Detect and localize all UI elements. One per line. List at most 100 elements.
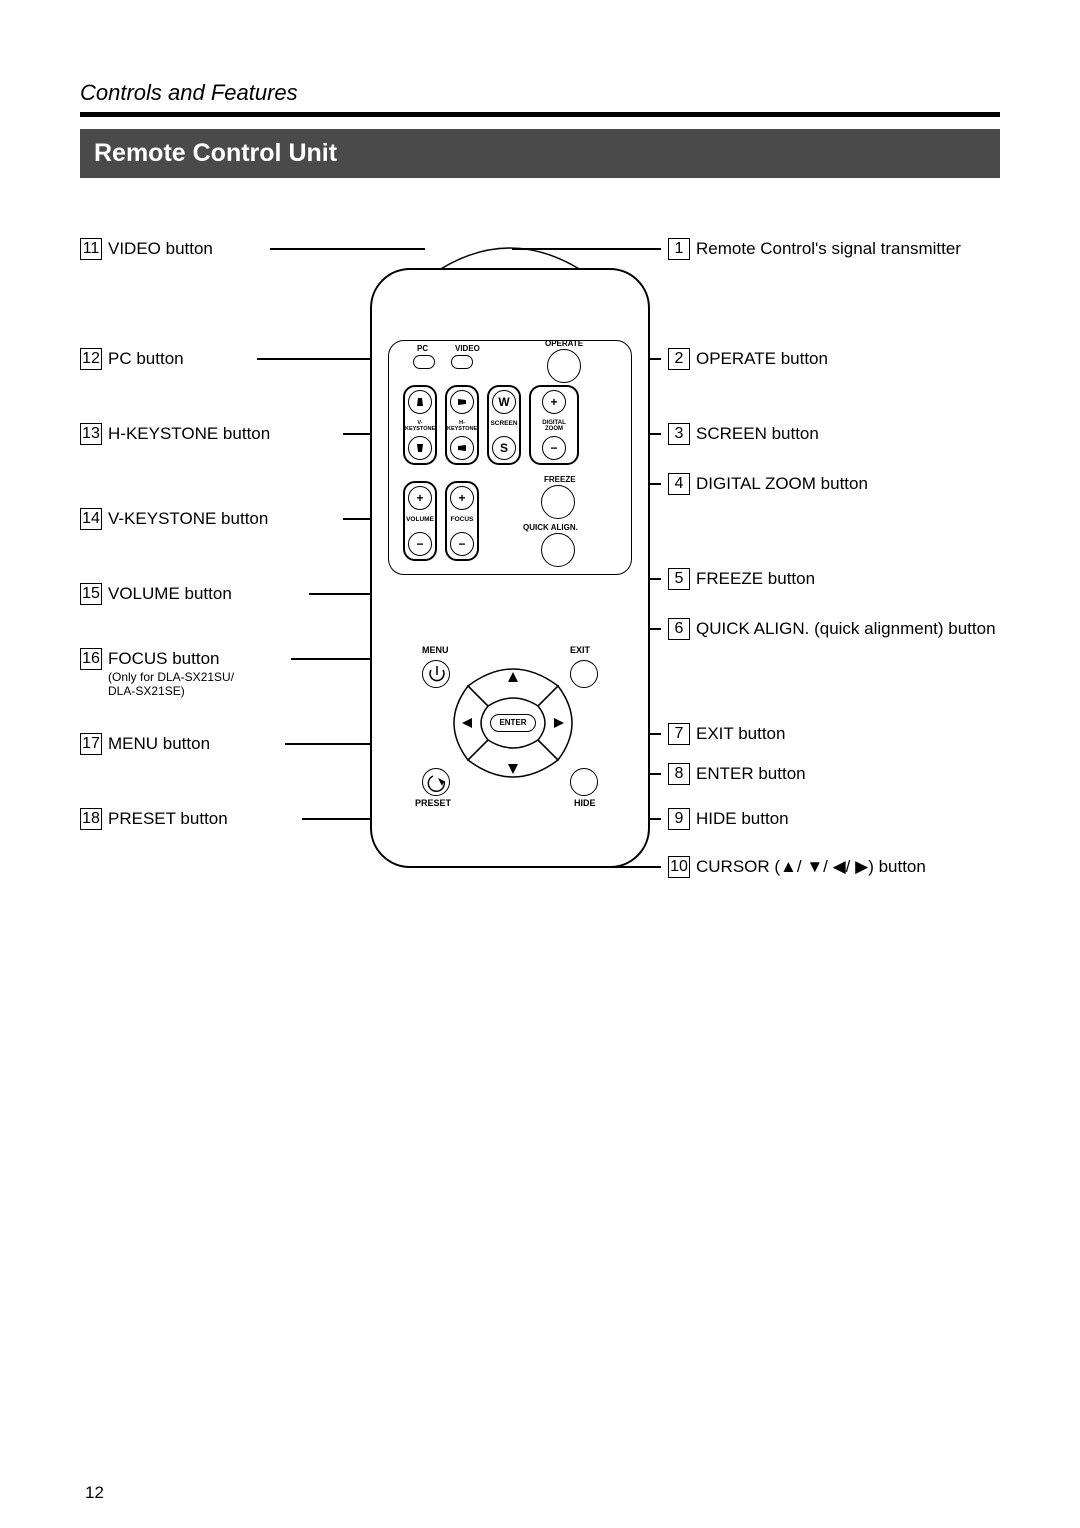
- callout-num: 10: [668, 856, 690, 878]
- freeze-label: FREEZE: [544, 475, 576, 484]
- volume-minus[interactable]: −: [408, 532, 432, 556]
- callout-num: 2: [668, 348, 690, 370]
- callout-num: 5: [668, 568, 690, 590]
- v-keystone-label: V-KEYSTONE: [405, 420, 435, 432]
- callout-left-16: 16 FOCUS button(Only for DLA-SX21SU/DLA-S…: [80, 648, 234, 698]
- quick-align-label: QUICK ALIGN.: [523, 523, 578, 532]
- volume-plus[interactable]: +: [408, 486, 432, 510]
- callout-text: FOCUS button(Only for DLA-SX21SU/DLA-SX2…: [108, 648, 234, 698]
- screen-s[interactable]: S: [492, 436, 516, 460]
- h-keystone-rocker[interactable]: H-KEYSTONE: [445, 385, 479, 465]
- callout-right-6: 6 QUICK ALIGN. (quick alignment) button: [668, 618, 998, 640]
- screen-w[interactable]: W: [492, 390, 516, 414]
- callout-right-2: 2 OPERATE button: [668, 348, 998, 370]
- callout-num: 9: [668, 808, 690, 830]
- callout-num: 18: [80, 808, 102, 830]
- callout-num: 12: [80, 348, 102, 370]
- remote-body: PC VIDEO OPERATE V-KEYSTONE: [370, 268, 650, 868]
- inner-panel: PC VIDEO OPERATE V-KEYSTONE: [388, 340, 632, 575]
- callout-right-7: 7 EXIT button: [668, 723, 998, 745]
- callout-text: ENTER button: [696, 763, 806, 785]
- callout-num: 4: [668, 473, 690, 495]
- menu-label: MENU: [422, 645, 449, 655]
- callout-text: VOLUME button: [108, 583, 232, 605]
- callout-left-12: 12PC button: [80, 348, 184, 370]
- callout-text: PRESET button: [108, 808, 228, 830]
- callout-text: SCREEN button: [696, 423, 819, 445]
- section-label: Controls and Features: [80, 80, 1000, 112]
- focus-minus[interactable]: −: [450, 532, 474, 556]
- callout-left-18: 18 PRESET button: [80, 808, 228, 830]
- callout-num: 1: [668, 238, 690, 260]
- video-button[interactable]: [451, 355, 473, 369]
- enter-button[interactable]: ENTER: [490, 714, 536, 732]
- callout-num: 7: [668, 723, 690, 745]
- digital-zoom-label: DIGITALZOOM: [531, 420, 577, 432]
- callout-left-11: 11 VIDEO button: [80, 238, 213, 260]
- diagram-area: 11VIDEO button12PC button13H-KEYSTONE bu…: [80, 238, 1000, 1058]
- preset-button[interactable]: [422, 768, 450, 796]
- callout-num: 16: [80, 648, 102, 670]
- h-keystone-down[interactable]: [450, 436, 474, 460]
- title-bar: Remote Control Unit: [80, 129, 1000, 178]
- screen-rocker[interactable]: W SCREEN S: [487, 385, 521, 465]
- v-keystone-down[interactable]: [408, 436, 432, 460]
- callout-num: 17: [80, 733, 102, 755]
- callout-right-10: 10 CURSOR (▲/ ▼/ ◀/ ▶) button: [668, 856, 998, 878]
- callout-text: V-KEYSTONE button: [108, 508, 268, 530]
- callout-right-3: 3 SCREEN button: [668, 423, 998, 445]
- callout-num: 15: [80, 583, 102, 605]
- callout-text: EXIT button: [696, 723, 785, 745]
- callout-right-5: 5FREEZE button: [668, 568, 998, 590]
- callout-text: VIDEO button: [108, 238, 213, 260]
- callout-num: 14: [80, 508, 102, 530]
- digital-zoom-rocker[interactable]: + DIGITALZOOM −: [529, 385, 579, 465]
- pc-button[interactable]: [413, 355, 435, 369]
- exit-label: EXIT: [570, 645, 590, 655]
- h-keystone-label: H-KEYSTONE: [447, 420, 477, 432]
- callout-right-9: 9 HIDE button: [668, 808, 998, 830]
- callout-text: HIDE button: [696, 808, 789, 830]
- focus-rocker[interactable]: + FOCUS −: [445, 481, 479, 561]
- callout-right-1: 1 Remote Control's signal transmitter: [668, 238, 998, 260]
- hide-label: HIDE: [574, 798, 596, 808]
- digital-zoom-plus[interactable]: +: [542, 390, 566, 414]
- operate-label: OPERATE: [545, 339, 583, 348]
- remote-illustration: PC VIDEO OPERATE V-KEYSTONE: [370, 238, 650, 878]
- callout-num: 3: [668, 423, 690, 445]
- callout-right-8: 8 ENTER button: [668, 763, 998, 785]
- quick-align-button[interactable]: [541, 533, 575, 567]
- callout-text: CURSOR (▲/ ▼/ ◀/ ▶) button: [696, 856, 926, 878]
- screen-label: SCREEN: [489, 420, 519, 427]
- callout-text: MENU button: [108, 733, 210, 755]
- v-keystone-rocker[interactable]: V-KEYSTONE: [403, 385, 437, 465]
- callout-left-13: 13 H-KEYSTONE button: [80, 423, 270, 445]
- callout-left-14: 14 V-KEYSTONE button: [80, 508, 268, 530]
- section-rule: [80, 112, 1000, 117]
- dpad-area: MENU EXIT: [412, 660, 608, 810]
- callout-text: H-KEYSTONE button: [108, 423, 270, 445]
- focus-label: FOCUS: [447, 516, 477, 523]
- operate-button[interactable]: [547, 349, 581, 383]
- callout-text: OPERATE button: [696, 348, 828, 370]
- callout-num: 11: [80, 238, 102, 260]
- page-number: 12: [85, 1483, 104, 1503]
- callout-text: DIGITAL ZOOM button: [696, 473, 868, 495]
- callout-num: 6: [668, 618, 690, 640]
- page: Controls and Features Remote Control Uni…: [80, 80, 1000, 1448]
- preset-label: PRESET: [415, 798, 451, 808]
- digital-zoom-minus[interactable]: −: [542, 436, 566, 460]
- volume-label: VOLUME: [405, 516, 435, 523]
- callout-left-17: 17 MENU button: [80, 733, 210, 755]
- callout-text: Remote Control's signal transmitter: [696, 238, 961, 260]
- hide-button[interactable]: [570, 768, 598, 796]
- freeze-button[interactable]: [541, 485, 575, 519]
- callout-num: 13: [80, 423, 102, 445]
- v-keystone-up[interactable]: [408, 390, 432, 414]
- volume-rocker[interactable]: + VOLUME −: [403, 481, 437, 561]
- h-keystone-up[interactable]: [450, 390, 474, 414]
- focus-plus[interactable]: +: [450, 486, 474, 510]
- callout-text: QUICK ALIGN. (quick alignment) button: [696, 618, 996, 640]
- callout-num: 8: [668, 763, 690, 785]
- menu-button[interactable]: [422, 660, 450, 688]
